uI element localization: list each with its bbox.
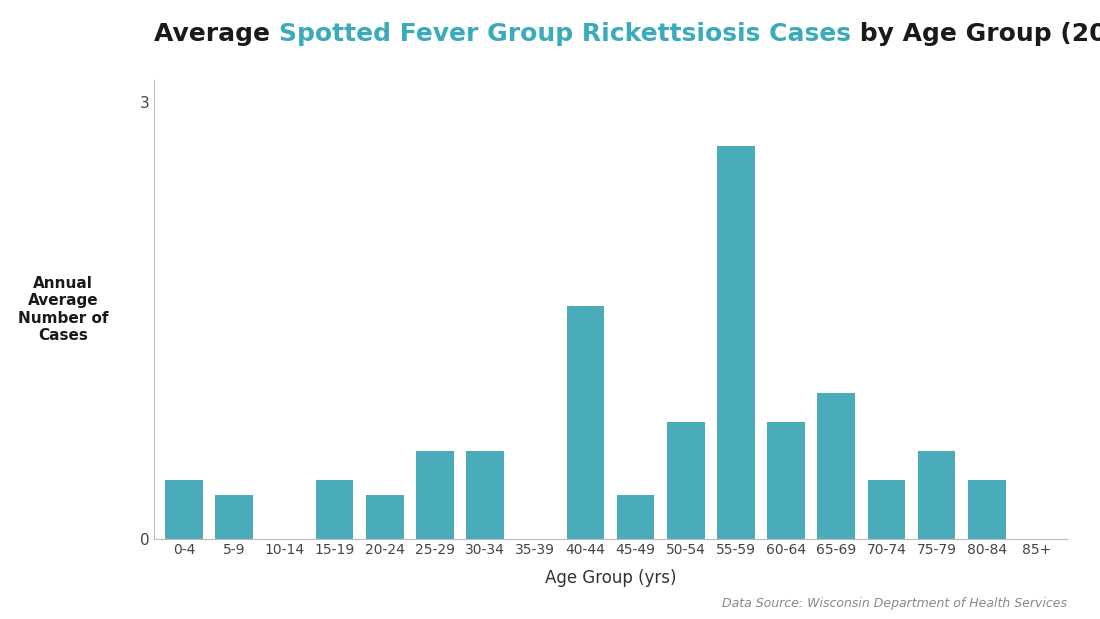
Y-axis label: Annual
Average
Number of
Cases: Annual Average Number of Cases <box>18 276 108 343</box>
Text: by Age Group (2018-2022): by Age Group (2018-2022) <box>850 22 1100 46</box>
Bar <box>416 451 453 539</box>
Text: Data Source: Wisconsin Department of Health Services: Data Source: Wisconsin Department of Hea… <box>722 597 1067 610</box>
Bar <box>968 480 1005 539</box>
Bar <box>617 495 654 539</box>
Bar <box>868 480 905 539</box>
Bar <box>316 480 353 539</box>
X-axis label: Age Group (yrs): Age Group (yrs) <box>544 568 676 586</box>
Bar <box>366 495 404 539</box>
Bar <box>165 480 202 539</box>
Bar <box>667 422 705 539</box>
Bar <box>717 146 755 539</box>
Text: Spotted Fever Group Rickettsiosis Cases: Spotted Fever Group Rickettsiosis Cases <box>278 22 850 46</box>
Bar <box>566 306 604 539</box>
Bar <box>817 393 855 539</box>
Bar <box>466 451 504 539</box>
Text: Average: Average <box>154 22 278 46</box>
Bar <box>768 422 805 539</box>
Bar <box>216 495 253 539</box>
Bar <box>917 451 956 539</box>
